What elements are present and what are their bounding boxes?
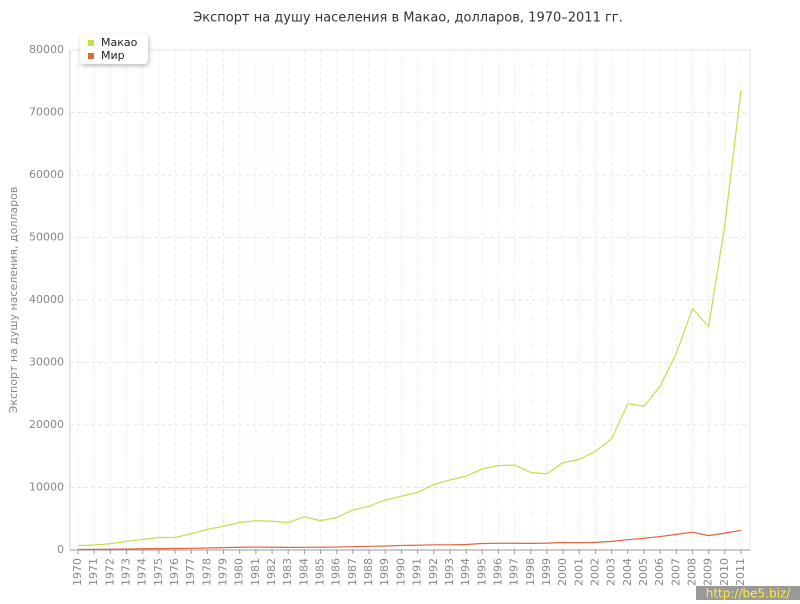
x-tick-label: 2000 [556,558,569,586]
x-tick-label: 1996 [491,558,504,586]
legend-label: Макао [101,36,138,49]
x-tick-label: 1997 [508,558,521,586]
x-tick-label: 2004 [621,558,634,586]
x-tick-label: 1974 [136,558,149,586]
x-tick-label: 1970 [71,558,84,586]
y-tick-label: 40000 [29,293,64,306]
x-tick-label: 1995 [475,558,488,586]
x-tick-label: 1977 [184,558,197,586]
x-tick-label: 1973 [120,558,133,586]
x-tick-label: 2007 [669,558,682,586]
y-tick-label: 0 [57,543,64,556]
watermark: http://be5.biz/ [706,587,791,601]
x-tick-label: 1983 [281,558,294,586]
legend-box [80,34,148,64]
x-tick-label: 2010 [718,558,731,586]
legend-swatch [88,40,94,46]
x-tick-label: 1991 [411,558,424,586]
series-line [77,529,742,551]
watermark-bg [696,586,800,600]
x-tick-label: 1971 [87,558,100,586]
x-tick-label: 2008 [685,558,698,586]
x-tick-label: 1986 [330,558,343,586]
x-tick-label: 1982 [265,558,278,586]
y-tick-label: 60000 [29,168,64,181]
series-line [77,89,742,547]
x-tick-label: 1981 [249,558,262,586]
y-tick-label: 80000 [29,43,64,56]
x-tick-label: 2009 [702,558,715,586]
x-tick-label: 1987 [346,558,359,586]
x-tick-label: 1989 [378,558,391,586]
y-tick-label: 10000 [29,481,64,494]
x-tick-label: 1992 [427,558,440,586]
x-tick-label: 2006 [653,558,666,586]
y-axis-label: Экспорт на душу населения, долларов [7,187,20,414]
x-tick-label: 1984 [297,558,310,586]
x-tick-label: 1990 [394,558,407,586]
x-tick-label: 1988 [362,558,375,586]
x-tick-label: 1972 [103,558,116,586]
x-tick-label: 1976 [168,558,181,586]
x-tick-label: 2011 [734,558,747,586]
y-tick-label: 20000 [29,418,64,431]
x-tick-label: 2005 [637,558,650,586]
legend-label: Мир [101,49,125,62]
y-tick-label: 50000 [29,231,64,244]
x-tick-label: 2001 [572,558,585,586]
x-tick-label: 1978 [200,558,213,586]
x-tick-label: 1975 [152,558,165,586]
x-tick-label: 1985 [314,558,327,586]
y-tick-label: 30000 [29,356,64,369]
x-tick-label: 1979 [217,558,230,586]
x-tick-label: 2002 [588,558,601,586]
x-tick-label: 1999 [540,558,553,586]
y-tick-label: 70000 [29,106,64,119]
x-tick-label: 2003 [605,558,618,586]
x-tick-label: 1993 [443,558,456,586]
x-tick-label: 1998 [524,558,537,586]
legend-swatch [88,53,94,59]
x-tick-label: 1980 [233,558,246,586]
x-tick-label: 1994 [459,558,472,586]
chart-title: Экспорт на душу населения в Макао, долла… [193,11,623,26]
